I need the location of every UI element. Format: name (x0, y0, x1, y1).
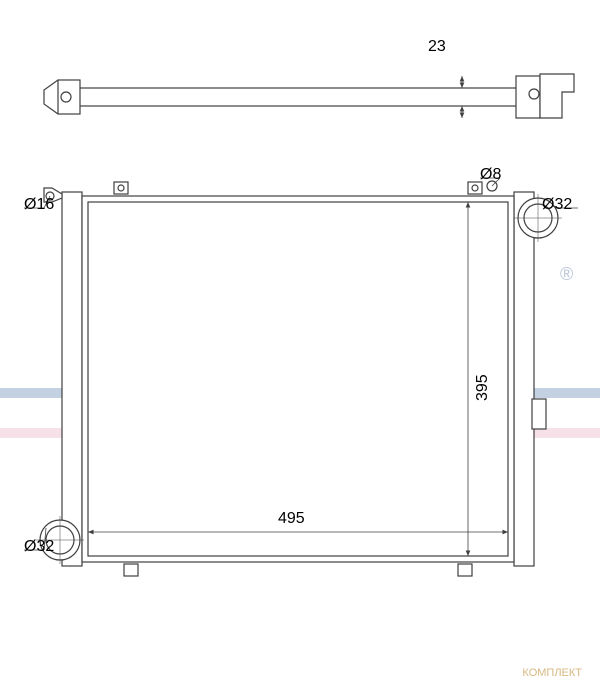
dim-depth: 23 (428, 38, 446, 56)
svg-text:®: ® (560, 264, 573, 284)
callout-d32-bl: Ø32 (24, 538, 54, 556)
callout-d16: Ø16 (24, 196, 54, 214)
dim-width: 495 (278, 510, 305, 528)
technical-drawing: ® (0, 0, 600, 695)
dim-height: 395 (474, 374, 492, 401)
callout-d32-tr: Ø32 (542, 196, 572, 214)
footer-logo: КОМПЛЕКТ (522, 667, 582, 679)
callout-d8: Ø8 (480, 166, 501, 184)
drawing-canvas: Nissens ® 23 495 395 Ø16 Ø8 Ø32 Ø32 КОМП… (0, 0, 600, 695)
